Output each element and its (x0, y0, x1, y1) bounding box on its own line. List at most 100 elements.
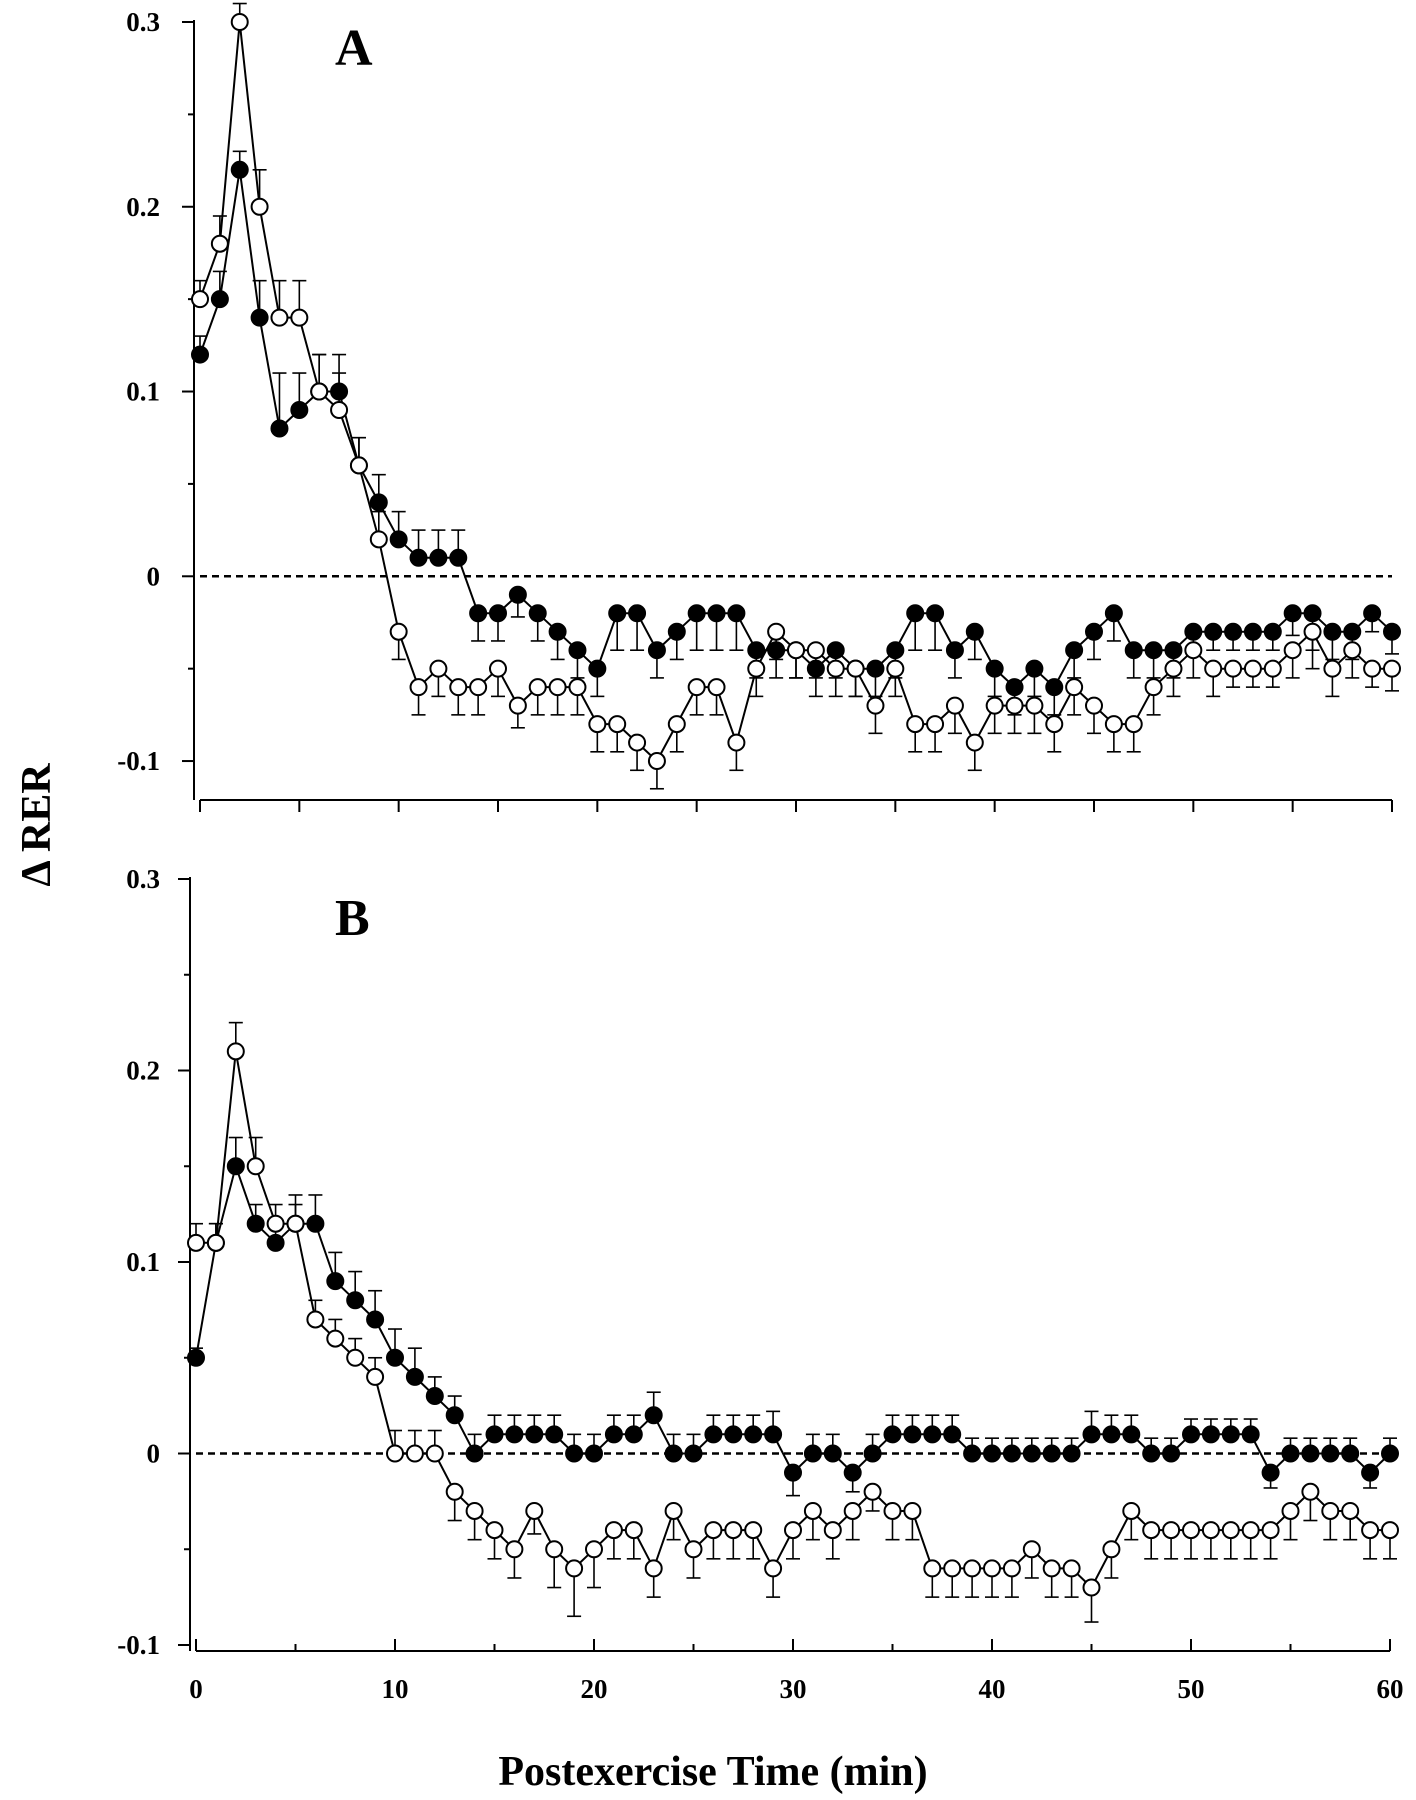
data-point-filled-circle (389, 530, 408, 549)
data-point-filled-circle (1343, 622, 1362, 641)
x-tick-label: 10 (382, 1674, 409, 1704)
data-point-filled-circle (1164, 641, 1183, 660)
data-point-open-circle (230, 13, 249, 31)
data-point-open-circle (1224, 659, 1243, 678)
data-point-open-circle (565, 1559, 584, 1578)
data-point-open-circle (1221, 1521, 1240, 1540)
data-point-open-circle (1045, 715, 1064, 734)
data-point-filled-circle (1263, 622, 1282, 641)
data-point-open-circle (266, 1214, 285, 1233)
data-point-filled-circle (707, 604, 726, 623)
data-point-open-circle (604, 1521, 623, 1540)
data-point-open-circle (326, 1329, 345, 1348)
data-point-open-circle (1062, 1559, 1081, 1578)
data-point-open-circle (306, 1310, 325, 1329)
data-point-filled-circle (608, 604, 627, 623)
y-tick-label: 0 (147, 561, 161, 591)
data-point-filled-circle (369, 493, 388, 512)
data-point-open-circle (405, 1444, 424, 1463)
data-point-open-circle (1241, 1521, 1260, 1540)
data-point-filled-circle (923, 1425, 942, 1444)
data-point-filled-circle (485, 1425, 504, 1444)
data-point-open-circle (1162, 1521, 1181, 1540)
data-point-open-circle (923, 1559, 942, 1578)
data-point-filled-circle (469, 604, 488, 623)
data-point-filled-circle (1241, 1425, 1260, 1444)
data-point-filled-circle (883, 1425, 902, 1444)
data-point-filled-circle (866, 659, 885, 678)
data-point-filled-circle (704, 1425, 723, 1444)
data-point-open-circle (1243, 659, 1262, 678)
data-point-filled-circle (747, 641, 766, 660)
data-point-filled-circle (429, 548, 448, 567)
data-point-open-circle (1303, 622, 1322, 641)
data-point-open-circle (963, 1559, 982, 1578)
y-axis-title: Δ RER (14, 763, 60, 887)
y-tick-label: 0 (147, 1439, 161, 1469)
data-point-open-circle (369, 530, 388, 549)
data-point-filled-circle (588, 659, 607, 678)
data-point-open-circle (1164, 659, 1183, 678)
y-tick-label: 0.1 (126, 1247, 160, 1277)
data-point-open-circle (1263, 659, 1282, 678)
data-point-filled-circle (1361, 1463, 1380, 1482)
data-point-open-circle (1341, 1501, 1360, 1520)
data-point-open-circle (1343, 641, 1362, 660)
data-point-open-circle (644, 1559, 663, 1578)
data-point-open-circle (1182, 1521, 1200, 1540)
data-point-open-circle (903, 1501, 922, 1520)
data-point-filled-circle (1005, 678, 1024, 697)
data-point-filled-circle (1022, 1444, 1041, 1463)
data-point-open-circle (1361, 1521, 1380, 1540)
data-point-open-circle (684, 1540, 703, 1559)
data-point-open-circle (270, 308, 289, 327)
data-point-open-circle (545, 1540, 564, 1559)
data-point-open-circle (806, 641, 825, 660)
data-point-filled-circle (528, 604, 547, 623)
data-point-open-circle (1383, 659, 1401, 678)
data-point-filled-circle (806, 659, 825, 678)
data-point-filled-circle (1045, 678, 1064, 697)
data-point-filled-circle (1184, 622, 1203, 641)
data-point-open-circle (667, 715, 686, 734)
data-point-filled-circle (565, 1444, 584, 1463)
data-point-filled-circle (604, 1425, 623, 1444)
data-point-filled-circle (585, 1444, 603, 1463)
data-point-filled-circle (1261, 1463, 1280, 1482)
data-point-filled-circle (983, 1444, 1001, 1463)
x-tick-label: 30 (780, 1674, 807, 1704)
data-point-filled-circle (1182, 1425, 1200, 1444)
data-point-open-circle (1301, 1482, 1320, 1501)
data-point-open-circle (764, 1559, 783, 1578)
data-point-filled-circle (346, 1291, 365, 1310)
x-tick-label: 40 (979, 1674, 1006, 1704)
data-point-filled-circle (903, 1425, 922, 1444)
data-point-open-circle (429, 659, 448, 678)
data-point-filled-circle (724, 1425, 743, 1444)
data-point-open-circle (1082, 1578, 1101, 1597)
data-point-open-circle (246, 1157, 265, 1176)
data-point-filled-circle (943, 1425, 962, 1444)
y-tick-label: 0.2 (126, 192, 160, 222)
data-point-filled-circle (647, 641, 666, 660)
data-point-open-circle (1184, 641, 1203, 660)
data-point-filled-circle (1301, 1444, 1320, 1463)
data-point-open-circle (1204, 659, 1223, 678)
data-point-filled-circle (326, 1272, 345, 1291)
data-point-open-circle (747, 659, 766, 678)
data-point-filled-circle (489, 604, 507, 623)
data-point-open-circle (727, 733, 746, 752)
data-point-open-circle (965, 733, 984, 752)
data-point-filled-circle (1122, 1425, 1141, 1444)
data-point-open-circle (1122, 1501, 1141, 1520)
data-point-open-circle (687, 678, 706, 697)
data-point-open-circle (449, 678, 468, 697)
data-point-filled-circle (445, 1406, 464, 1425)
data-point-open-circle (508, 696, 527, 715)
data-point-open-circle (823, 1521, 842, 1540)
data-point-filled-circle (1363, 604, 1382, 623)
y-tick-label: -0.1 (117, 1630, 160, 1660)
data-point-open-circle (1002, 1559, 1021, 1578)
data-point-open-circle (286, 1214, 305, 1233)
